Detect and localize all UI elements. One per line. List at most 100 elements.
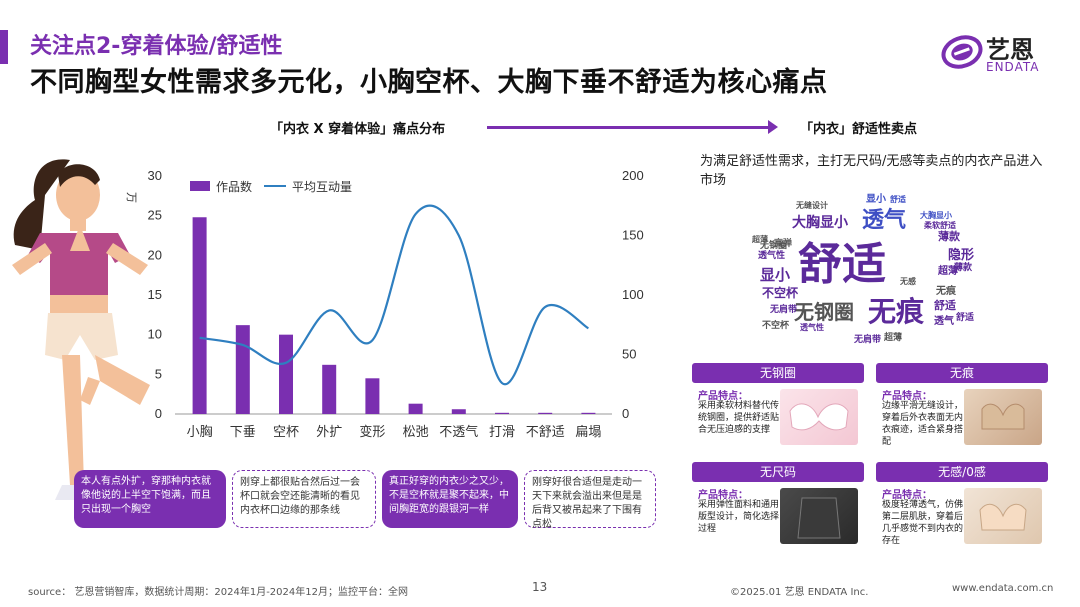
bar	[365, 378, 380, 414]
consumer-quote-4: 刚穿好很合适但是走动一天下来就会溢出来但是是后背又被吊起来了下围有点松	[524, 470, 656, 530]
cloud-word: 无感	[900, 277, 916, 286]
consumer-quote-1: 本人有点外扩，穿那种内衣就像他说的上半空下饱满，而且只出现一个胸空	[74, 470, 226, 528]
cloud-word: 无肩带	[854, 335, 882, 345]
woman-yoga-illustration	[12, 159, 150, 500]
cloud-word: 薄款	[938, 230, 960, 243]
legend-bar-label: 作品数	[216, 179, 252, 194]
card-title: 无钢圈	[692, 363, 864, 383]
x-axis-label: 不透气	[439, 424, 478, 439]
left-axis-tick: 5	[155, 366, 162, 381]
chart-section-title: 「内衣 X 穿着体验」痛点分布	[270, 122, 446, 137]
bar-series	[192, 217, 596, 414]
right-axis-tick: 150	[622, 228, 644, 243]
logo-text-cn: 艺恩	[986, 36, 1034, 64]
selling-points-intro: 为满足舒适性需求，主打无尺码/无感等卖点的内衣产品进入市场	[700, 154, 1043, 188]
card-description: 边缘平滑无缝设计，穿着后外衣表面无内衣痕迹，适合紧身搭配	[882, 401, 964, 447]
cloud-word: 无痕	[868, 295, 925, 328]
legend-bar-swatch	[190, 181, 210, 191]
consumer-quote-3: 真正好穿的内衣少之又少，不是空杯就是聚不起来，中间胸距宽的跟银河一样	[382, 470, 518, 528]
card-title: 无感/0感	[876, 462, 1048, 482]
consumer-quote-2: 刚穿上都很贴合然后过一会杯口就会空还能清晰的看见内衣杯口边缘的那条线	[232, 470, 376, 528]
cloud-word: 大胸显小	[920, 211, 952, 220]
cloud-word: 超薄	[752, 235, 768, 244]
cloud-word: 显小	[866, 194, 886, 205]
bar	[235, 325, 250, 414]
cloud-word: 无钢圈	[760, 241, 788, 251]
footer-url[interactable]: www.endata.com.cn	[952, 583, 1054, 594]
product-card-one-size[interactable]: 无尺码 产品特点： 采用弹性面料和通用版型设计，简化选择过程	[692, 462, 864, 550]
left-axis: 0 5 10 15 20 25 30	[148, 168, 162, 421]
left-axis-tick: 25	[148, 208, 162, 223]
x-axis-labels: 小胸 下垂 空杯 外扩 变形 松弛 不透气 打滑 不舒适 扁塌	[187, 424, 602, 439]
cloud-word: 透气	[862, 208, 907, 233]
section-arrow	[487, 126, 772, 129]
legend-line-label: 平均互动量	[292, 180, 352, 194]
chart-legend: 作品数 平均互动量	[190, 179, 352, 194]
x-axis-label: 扁塌	[575, 424, 601, 439]
bar	[279, 334, 293, 414]
card-description: 极度轻薄透气，仿佛第二层肌肤，穿着后几乎感觉不到内衣的存在	[882, 500, 964, 546]
cloud-word: 无缝设计	[796, 201, 828, 210]
cloud-word: 透气	[934, 316, 954, 327]
left-axis-unit: 万	[125, 192, 137, 203]
selling-points-section-title: 「内衣」舒适性卖点	[800, 122, 918, 137]
left-axis-tick: 30	[148, 168, 162, 183]
card-feature-label: 产品特点：	[698, 490, 748, 501]
endata-logo-icon	[941, 35, 983, 69]
card-feature-label: 产品特点：	[882, 490, 932, 501]
bar	[581, 412, 596, 414]
left-axis-tick: 15	[148, 287, 162, 302]
pain-point-chart: 0 5 10 15 20 25 30 0 50 100 150 200 万 小胸 下垂 空杯 外扩 变形 松弛…	[125, 168, 644, 439]
cloud-word: 隐形	[948, 248, 975, 263]
cloud-word: 透气性	[800, 323, 824, 332]
product-card-seamless[interactable]: 无痕 产品特点： 边缘平滑无缝设计，穿着后外衣表面无内衣痕迹，适合紧身搭配	[876, 363, 1048, 451]
card-description: 采用柔软材料替代传统钢圈，提供舒适贴合无压迫感的支撑	[698, 401, 780, 435]
cloud-word: 超薄	[884, 333, 903, 343]
cloud-word: 舒适	[798, 239, 886, 290]
product-image	[780, 389, 858, 445]
card-title: 无尺码	[692, 462, 864, 482]
endata-logo[interactable]: 艺恩 ENDATA	[940, 28, 1070, 78]
right-axis-tick: 0	[622, 406, 629, 421]
x-axis-label: 小胸	[187, 424, 213, 439]
right-axis-tick: 50	[622, 347, 636, 362]
bar	[538, 412, 553, 414]
cloud-word: 无钢圈	[794, 300, 854, 324]
right-axis: 0 50 100 150 200	[622, 168, 644, 421]
x-axis-label: 松弛	[403, 424, 429, 439]
card-description: 采用弹性面料和通用版型设计，简化选择过程	[698, 500, 780, 534]
cloud-word: 柔软舒适	[924, 221, 956, 230]
product-image	[964, 488, 1042, 544]
footer-copyright: ©2025.01 艺恩 ENDATA Inc.	[730, 587, 869, 598]
cloud-word: 大胸显小	[792, 215, 848, 231]
bar	[495, 412, 509, 414]
cloud-word: 舒适	[934, 299, 956, 312]
cloud-word: 显小	[760, 266, 791, 284]
x-axis-label: 外扩	[316, 424, 342, 439]
left-axis-tick: 20	[148, 247, 162, 262]
cloud-word: 不空杯	[762, 321, 790, 331]
card-feature-label: 产品特点：	[882, 391, 932, 402]
x-axis-label: 变形	[359, 424, 385, 439]
cloud-word: 高弹	[774, 239, 793, 249]
logo-text-en: ENDATA	[986, 60, 1040, 74]
product-image	[964, 389, 1042, 445]
footer-source: source： 艺恩营销智库，数据统计周期：2024年1月-2024年12月；监…	[28, 587, 408, 598]
x-axis-label: 不舒适	[526, 424, 565, 439]
bar	[408, 403, 423, 414]
x-axis-label: 打滑	[489, 424, 515, 439]
section-arrowhead-icon	[768, 120, 778, 134]
x-axis-label: 空杯	[273, 424, 299, 439]
page-number: 13	[532, 580, 548, 594]
cloud-word: 透气性	[758, 251, 786, 261]
product-card-zero-feel[interactable]: 无感/0感 产品特点： 极度轻薄透气，仿佛第二层肌肤，穿着后几乎感觉不到内衣的存…	[876, 462, 1048, 550]
product-card-no-wire[interactable]: 无钢圈 产品特点： 采用柔软材料替代传统钢圈，提供舒适贴合无压迫感的支撑	[692, 363, 864, 451]
page-kicker: 关注点2-穿着体验/舒适性	[30, 34, 283, 59]
cloud-word: 不空杯	[762, 286, 799, 300]
cloud-word: 超薄	[938, 266, 958, 277]
left-axis-tick: 10	[148, 327, 162, 342]
cloud-word: 无肩带	[770, 305, 798, 315]
right-axis-tick: 200	[622, 168, 644, 183]
cloud-word: 舒适	[890, 195, 906, 204]
cloud-word: 薄款	[954, 263, 973, 273]
